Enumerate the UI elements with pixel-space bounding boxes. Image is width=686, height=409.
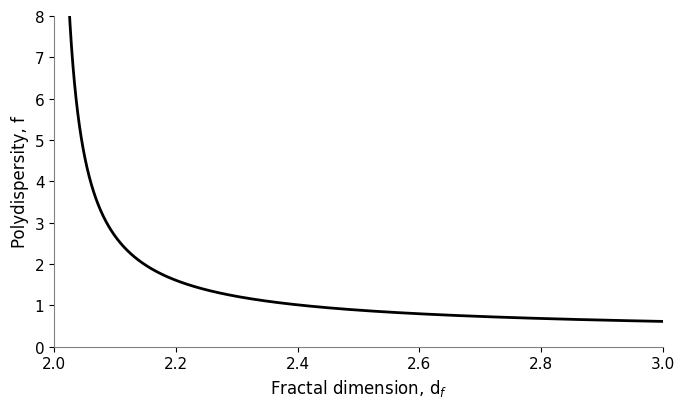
X-axis label: Fractal dimension, d$_f$: Fractal dimension, d$_f$ [270, 377, 447, 398]
Y-axis label: Polydispersity, f: Polydispersity, f [11, 116, 29, 248]
